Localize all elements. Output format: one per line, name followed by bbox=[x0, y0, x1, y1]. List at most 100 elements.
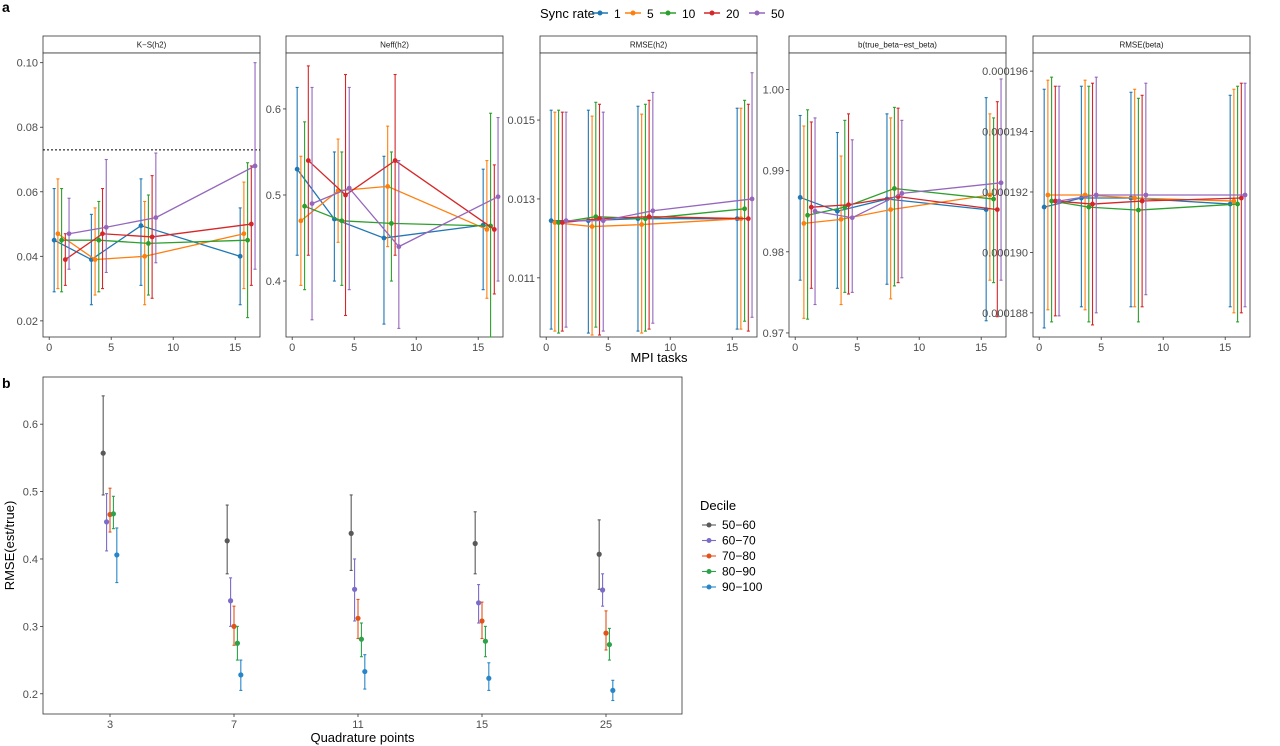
data-point bbox=[597, 216, 602, 222]
legend-key-point bbox=[706, 553, 712, 559]
facet-panel: RMSE(h2) 0 5 10 15 0.011 0.013 0.015 bbox=[507, 35, 758, 354]
x-tick-label: 7 bbox=[231, 719, 237, 731]
y-tick-label: 0.000190 bbox=[982, 247, 1028, 259]
series-50 bbox=[1056, 76, 1248, 317]
data-point bbox=[846, 202, 851, 208]
series-10 bbox=[805, 106, 996, 320]
facet-panel: K−S(h2) 0 5 10 15 0.02 0.04 0.06 0.08 0.10 bbox=[17, 35, 261, 354]
data-point bbox=[385, 183, 391, 189]
panel-b-y-axis-title: RMSE(est/true) bbox=[2, 501, 17, 591]
y-tick-label: 1.00 bbox=[763, 85, 784, 97]
legend-label: 90−100 bbox=[722, 580, 763, 594]
data-point bbox=[650, 208, 656, 214]
series-50 bbox=[309, 86, 501, 329]
legend-key-point bbox=[709, 10, 715, 16]
series-decile bbox=[110, 495, 613, 661]
y-tick-label: 0.000196 bbox=[982, 66, 1028, 78]
series-20 bbox=[808, 101, 1000, 318]
data-point bbox=[1242, 192, 1248, 198]
legend-key-point bbox=[706, 538, 712, 543]
y-tick-label: 0.98 bbox=[763, 247, 784, 259]
data-point bbox=[1056, 198, 1062, 204]
facet-title: Neff(h2) bbox=[380, 41, 409, 50]
series-line bbox=[554, 218, 741, 228]
legend-label: 70−80 bbox=[722, 549, 756, 563]
data-point bbox=[610, 687, 616, 694]
data-point bbox=[899, 190, 905, 196]
data-point bbox=[358, 636, 365, 642]
legend-label: 80−90 bbox=[722, 565, 756, 579]
data-point bbox=[552, 220, 558, 226]
y-tick-label: 0.000188 bbox=[982, 308, 1028, 320]
data-point bbox=[138, 223, 144, 229]
series-line bbox=[300, 185, 488, 231]
data-point bbox=[231, 623, 237, 629]
legend-label: 50 bbox=[771, 7, 785, 21]
x-tick-label: 15 bbox=[472, 342, 484, 354]
panel-a-x-axis-title: MPI tasks bbox=[630, 350, 688, 365]
data-point bbox=[998, 180, 1004, 186]
series-5 bbox=[801, 113, 993, 319]
panel-b-x-axis-title: Quadrature points bbox=[310, 730, 415, 745]
data-point bbox=[994, 207, 1000, 213]
y-tick-label: 0.000192 bbox=[982, 187, 1028, 199]
series-line bbox=[811, 195, 998, 211]
series-line bbox=[807, 187, 994, 216]
series-line bbox=[296, 168, 484, 239]
data-point bbox=[892, 186, 897, 191]
data-point bbox=[389, 221, 394, 226]
y-tick-label: 0.011 bbox=[508, 273, 535, 285]
facet-title: RMSE(h2) bbox=[630, 41, 668, 50]
series-line bbox=[53, 224, 241, 261]
y-tick-label: 0.2 bbox=[23, 689, 38, 701]
data-point bbox=[355, 615, 361, 621]
facet-panel: Neff(h2) 0 5 10 15 0.4 0.5 0.6 bbox=[266, 35, 504, 354]
panel-a-label: a bbox=[2, 0, 10, 15]
data-point bbox=[559, 220, 565, 226]
data-point bbox=[103, 224, 109, 230]
panel-b-label: b bbox=[2, 375, 11, 391]
facet-title: b(true_beta~est_beta) bbox=[858, 41, 937, 50]
data-point bbox=[563, 218, 569, 224]
y-tick-label: 0.6 bbox=[266, 104, 281, 116]
data-point bbox=[838, 216, 844, 222]
data-point bbox=[92, 257, 98, 262]
legend-key-point bbox=[597, 10, 603, 16]
data-point bbox=[548, 218, 554, 224]
series-1 bbox=[294, 86, 486, 325]
data-point bbox=[834, 208, 840, 214]
data-point bbox=[66, 231, 72, 237]
data-point bbox=[142, 253, 148, 259]
series-line bbox=[68, 165, 256, 235]
x-tick-label: 25 bbox=[600, 719, 612, 731]
x-tick-label: 10 bbox=[167, 342, 179, 354]
data-point bbox=[1049, 198, 1054, 204]
data-point bbox=[245, 237, 251, 243]
x-tick-label: 0 bbox=[289, 342, 295, 354]
data-point bbox=[491, 227, 497, 232]
y-tick-label: 0.000194 bbox=[982, 127, 1028, 139]
series-50 bbox=[66, 62, 258, 274]
series-20 bbox=[62, 165, 254, 299]
legend-title: Sync rate bbox=[540, 6, 595, 21]
data-point bbox=[842, 204, 848, 210]
data-point bbox=[100, 231, 105, 237]
data-point bbox=[991, 196, 996, 202]
data-point bbox=[298, 218, 304, 224]
data-point bbox=[812, 208, 818, 214]
data-point bbox=[1132, 195, 1138, 201]
data-point bbox=[227, 598, 234, 604]
y-tick-label: 0.97 bbox=[763, 328, 784, 340]
data-point bbox=[556, 220, 561, 226]
x-tick-label: 10 bbox=[410, 342, 422, 354]
data-point bbox=[600, 218, 606, 224]
series-10 bbox=[302, 112, 493, 338]
panel-a-facets: K−S(h2) 0 5 10 15 0.02 0.04 0.06 0.08 0.10 Neff(h2… bbox=[17, 35, 1251, 354]
data-point bbox=[381, 235, 387, 241]
data-point bbox=[234, 640, 241, 646]
data-point bbox=[1238, 195, 1244, 201]
series-line bbox=[566, 198, 753, 222]
facet-plot-area bbox=[42, 52, 261, 338]
y-tick-label: 0.02 bbox=[17, 316, 38, 328]
